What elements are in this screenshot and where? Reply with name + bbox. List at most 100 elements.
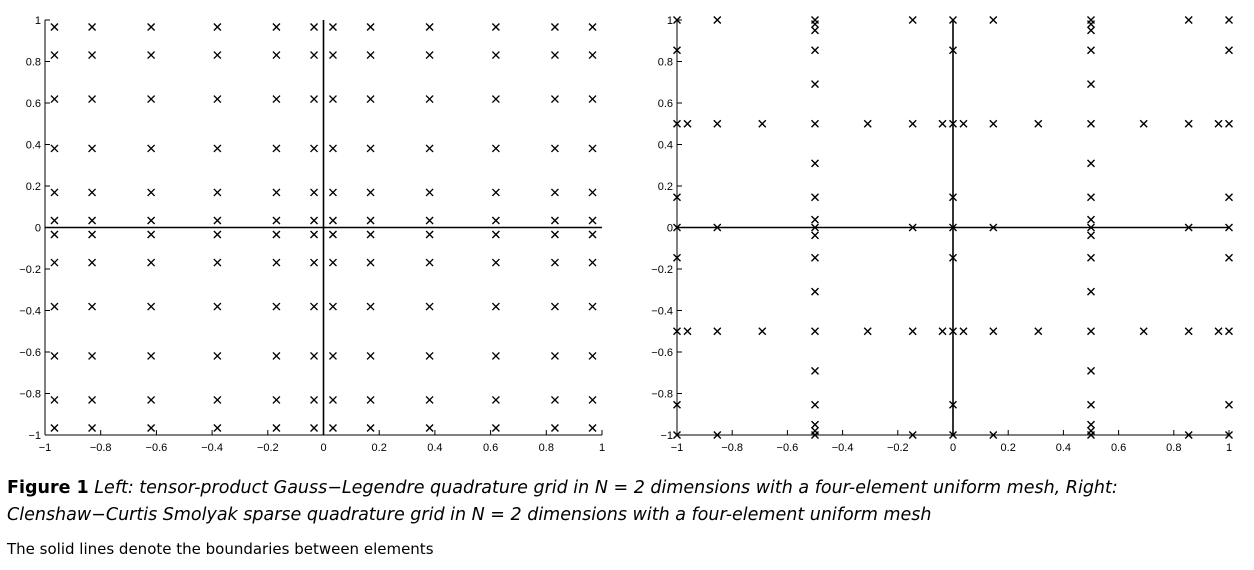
x-tick-label: 0 xyxy=(950,442,956,454)
data-point-x-marker xyxy=(425,144,434,153)
data-point-x-marker xyxy=(673,119,681,128)
data-point-x-marker xyxy=(366,144,375,153)
data-point-x-marker xyxy=(811,223,819,232)
data-point-x-marker xyxy=(1139,119,1148,128)
data-point-x-marker xyxy=(366,395,375,404)
data-point-x-marker xyxy=(550,216,559,225)
data-point-x-marker xyxy=(50,188,59,197)
data-point-x-marker xyxy=(713,119,722,128)
data-point-x-marker xyxy=(811,20,819,29)
data-point-x-marker xyxy=(213,230,222,239)
y-tick-label: 0.8 xyxy=(26,57,41,69)
data-point-x-marker xyxy=(938,327,947,336)
data-point-x-marker xyxy=(713,327,722,336)
x-tick-label: −0.8 xyxy=(721,442,743,454)
data-point-x-marker xyxy=(425,188,434,197)
data-point-x-marker xyxy=(50,216,59,225)
x-tick-label: 0 xyxy=(320,442,326,454)
data-point-x-marker xyxy=(310,95,319,104)
data-point-x-marker xyxy=(310,51,319,60)
data-point-x-marker xyxy=(88,351,97,360)
data-point-x-marker xyxy=(1087,431,1095,439)
x-tick-label: 0.4 xyxy=(1056,442,1071,454)
data-point-x-marker xyxy=(550,351,559,360)
x-tick-label: −1 xyxy=(39,442,52,454)
data-point-x-marker xyxy=(88,230,97,239)
x-tick-label: 0.6 xyxy=(483,442,498,454)
data-point-x-marker xyxy=(673,253,681,262)
data-point-x-marker xyxy=(811,215,819,224)
data-point-x-marker xyxy=(491,23,500,32)
data-point-x-marker xyxy=(88,423,97,432)
data-point-x-marker xyxy=(272,395,281,404)
x-tick-label: −0.6 xyxy=(777,442,799,454)
data-point-x-marker xyxy=(811,327,819,336)
data-point-x-marker xyxy=(147,144,156,153)
data-point-x-marker xyxy=(328,423,337,432)
data-point-x-marker xyxy=(588,51,597,60)
data-point-x-marker xyxy=(908,327,917,336)
data-point-x-marker xyxy=(1184,327,1193,336)
data-point-x-marker xyxy=(673,46,681,55)
data-point-x-marker xyxy=(491,351,500,360)
data-point-x-marker xyxy=(550,51,559,60)
data-point-x-marker xyxy=(147,216,156,225)
y-tick-label: −0.6 xyxy=(19,347,41,359)
data-point-x-marker xyxy=(1087,46,1095,55)
data-point-x-marker xyxy=(366,188,375,197)
data-point-x-marker xyxy=(366,423,375,432)
data-point-x-marker xyxy=(673,431,681,439)
data-point-x-marker xyxy=(811,431,819,439)
data-point-x-marker xyxy=(989,223,998,232)
data-point-x-marker xyxy=(550,144,559,153)
data-point-x-marker xyxy=(1087,223,1095,232)
y-tick-label: 0.8 xyxy=(658,57,673,69)
y-tick-label: 0.2 xyxy=(26,181,41,193)
data-point-x-marker xyxy=(310,258,319,267)
data-point-x-marker xyxy=(328,258,337,267)
data-point-x-marker xyxy=(811,231,819,240)
data-point-x-marker xyxy=(949,16,957,24)
data-point-x-marker xyxy=(366,95,375,104)
data-point-x-marker xyxy=(147,23,156,32)
data-point-x-marker xyxy=(811,366,819,375)
data-point-x-marker xyxy=(328,230,337,239)
data-point-x-marker xyxy=(588,230,597,239)
y-tick-label: −0.4 xyxy=(651,306,673,318)
x-tick-label: −0.2 xyxy=(887,442,909,454)
data-point-x-marker xyxy=(425,51,434,60)
data-point-x-marker xyxy=(310,423,319,432)
data-point-x-marker xyxy=(88,395,97,404)
data-point-x-marker xyxy=(1087,366,1095,375)
data-point-x-marker xyxy=(1225,46,1233,55)
x-tick-label: 0.8 xyxy=(539,442,554,454)
data-point-x-marker xyxy=(1087,287,1095,296)
data-point-x-marker xyxy=(959,327,968,336)
data-point-x-marker xyxy=(588,95,597,104)
data-point-x-marker xyxy=(949,119,957,128)
data-point-x-marker xyxy=(1034,327,1043,336)
data-point-x-marker xyxy=(811,400,819,409)
data-point-x-marker xyxy=(147,188,156,197)
y-tick-label: −0.2 xyxy=(651,264,673,276)
y-tick-label: 0 xyxy=(667,223,673,235)
data-point-x-marker xyxy=(863,327,872,336)
data-point-x-marker xyxy=(88,95,97,104)
x-tick-label: 1 xyxy=(1226,442,1232,454)
data-point-x-marker xyxy=(550,302,559,311)
y-tick-label: 0.4 xyxy=(26,140,41,152)
data-point-x-marker xyxy=(213,216,222,225)
data-point-x-marker xyxy=(147,395,156,404)
data-point-x-marker xyxy=(908,119,917,128)
data-point-x-marker xyxy=(1087,400,1095,409)
data-point-x-marker xyxy=(550,258,559,267)
data-point-x-marker xyxy=(1087,231,1095,240)
data-point-x-marker xyxy=(588,423,597,432)
data-point-x-marker xyxy=(50,51,59,60)
data-point-x-marker xyxy=(425,395,434,404)
y-tick-label: −1 xyxy=(660,430,673,442)
figure-note: The solid lines denote the boundaries be… xyxy=(7,540,434,558)
data-point-x-marker xyxy=(366,23,375,32)
data-point-x-marker xyxy=(588,188,597,197)
y-tick-label: −0.4 xyxy=(19,306,41,318)
